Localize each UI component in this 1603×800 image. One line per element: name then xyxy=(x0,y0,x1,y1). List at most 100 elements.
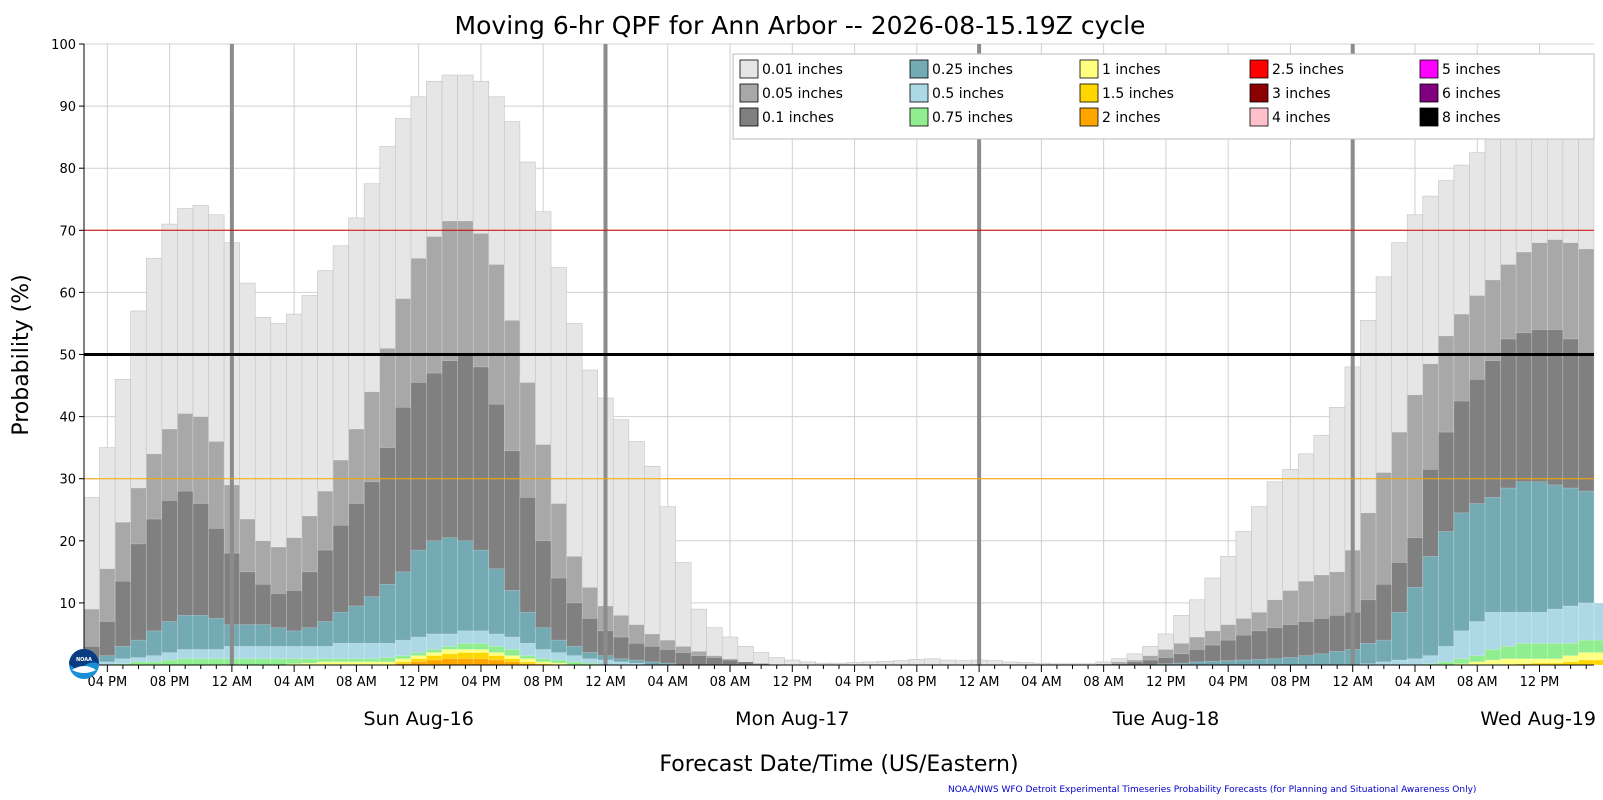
y-tick-label: 60 xyxy=(59,286,76,301)
bar xyxy=(706,657,723,666)
bar xyxy=(441,658,458,666)
bar xyxy=(161,659,178,666)
bar xyxy=(768,657,785,666)
bar xyxy=(1500,658,1517,666)
y-tick-label: 80 xyxy=(59,162,76,177)
bar xyxy=(986,660,1003,666)
day-label: Tue Aug-18 xyxy=(1112,708,1220,730)
legend-swatch xyxy=(1079,83,1099,103)
legend-swatch xyxy=(909,83,929,103)
x-tick-label: 04 PM xyxy=(835,675,875,690)
legend-swatch xyxy=(739,107,759,127)
y-tick-label: 30 xyxy=(59,473,76,488)
bar xyxy=(1297,655,1315,666)
bar xyxy=(488,659,505,666)
day-label: Wed Aug-19 xyxy=(1480,708,1596,730)
legend-entry: 0.05 inches xyxy=(762,86,843,102)
x-tick-label: 12 AM xyxy=(959,675,1000,690)
bar xyxy=(721,659,739,666)
bar xyxy=(1406,658,1424,666)
x-tick-label: 12 AM xyxy=(211,675,252,690)
y-axis-label: Probability (%) xyxy=(9,274,34,435)
legend-entry: 1.5 inches xyxy=(1102,86,1174,102)
x-tick-label: 04 AM xyxy=(274,675,315,690)
noaa-logo: NOAA xyxy=(69,649,99,679)
bar xyxy=(955,660,972,666)
x-tick-label: 08 PM xyxy=(897,675,937,690)
bar xyxy=(239,658,256,666)
legend-swatch xyxy=(1419,83,1439,103)
chart-title: Moving 6-hr QPF for Ann Arbor -- 2026-08… xyxy=(455,11,1146,40)
x-tick-label: 08 AM xyxy=(336,675,377,690)
x-tick-label: 12 AM xyxy=(1332,675,1373,690)
bar xyxy=(208,658,225,666)
x-tick-label: 08 PM xyxy=(523,675,563,690)
legend: 0.01 inches 0.05 inches 0.1 inches 0.25 inc… xyxy=(732,53,1595,140)
bar xyxy=(1266,658,1283,666)
x-tick-label: 04 AM xyxy=(1395,675,1436,690)
bar xyxy=(1391,659,1408,666)
legend-swatch xyxy=(1079,107,1099,127)
bar xyxy=(192,658,209,666)
bar xyxy=(924,658,941,666)
legend-swatch xyxy=(1419,59,1439,79)
legend-entry: 0.25 inches xyxy=(932,62,1013,78)
bar xyxy=(1313,653,1330,666)
x-tick-label: 08 AM xyxy=(1083,675,1124,690)
legend-entry: 8 inches xyxy=(1442,110,1501,126)
bar xyxy=(1360,642,1377,666)
legend-entry: 0.1 inches xyxy=(762,110,834,126)
bar xyxy=(1422,556,1439,666)
legend-swatch xyxy=(1249,107,1269,127)
x-tick-label: 08 PM xyxy=(150,675,190,690)
legend-entry: 0.01 inches xyxy=(762,62,843,78)
legend-swatch xyxy=(1249,83,1269,103)
x-tick-label: 04 AM xyxy=(1021,675,1062,690)
bar xyxy=(1484,659,1501,666)
bar-stacks xyxy=(83,74,1603,666)
legend-entry: 2 inches xyxy=(1102,110,1161,126)
x-tick-label: 12 PM xyxy=(1146,675,1186,690)
legend-swatch xyxy=(1249,59,1269,79)
x-tick-label: 12 PM xyxy=(399,675,439,690)
bar xyxy=(908,659,925,666)
y-tick-label: 50 xyxy=(59,349,76,364)
legend-entry: 3 inches xyxy=(1272,86,1331,102)
bar xyxy=(690,655,707,666)
x-tick-label: 04 PM xyxy=(87,675,127,690)
y-tick-label: 40 xyxy=(59,411,76,426)
legend-entry: 0.75 inches xyxy=(932,110,1013,126)
bar xyxy=(1578,659,1595,666)
x-tick-label: 08 AM xyxy=(710,675,751,690)
bar xyxy=(939,659,957,666)
bar xyxy=(659,649,676,666)
bar xyxy=(254,658,272,666)
bar xyxy=(1375,639,1392,666)
x-tick-label: 04 PM xyxy=(1208,675,1248,690)
legend-box xyxy=(732,53,1595,140)
legend-swatch xyxy=(1419,107,1439,127)
legend-entry: 2.5 inches xyxy=(1272,62,1344,78)
legend-entry: 4 inches xyxy=(1272,110,1331,126)
x-tick-label: 08 PM xyxy=(1271,675,1311,690)
bar xyxy=(1235,659,1252,666)
y-tick-label: 70 xyxy=(59,224,76,239)
bar xyxy=(457,658,474,666)
y-tick-label: 100 xyxy=(51,38,76,53)
x-tick-label: 12 AM xyxy=(585,675,626,690)
y-tick-label: 10 xyxy=(59,597,76,612)
legend-swatch xyxy=(1079,59,1099,79)
day-label: Sun Aug-16 xyxy=(364,708,474,730)
axes: 10 20 30 40 50 60 70 80 90 100 04 PM 08 PM 12 AM 04 A… xyxy=(51,38,1596,730)
bar xyxy=(1391,611,1408,666)
legend-entry: 6 inches xyxy=(1442,86,1501,102)
svg-text:NOAA: NOAA xyxy=(76,657,92,663)
legend-swatch xyxy=(909,107,929,127)
y-tick-label: 90 xyxy=(59,100,76,115)
bar xyxy=(893,660,910,666)
bar xyxy=(1282,657,1299,666)
x-tick-label: 12 PM xyxy=(772,675,812,690)
legend-swatch xyxy=(739,83,759,103)
bar xyxy=(1593,659,1603,666)
